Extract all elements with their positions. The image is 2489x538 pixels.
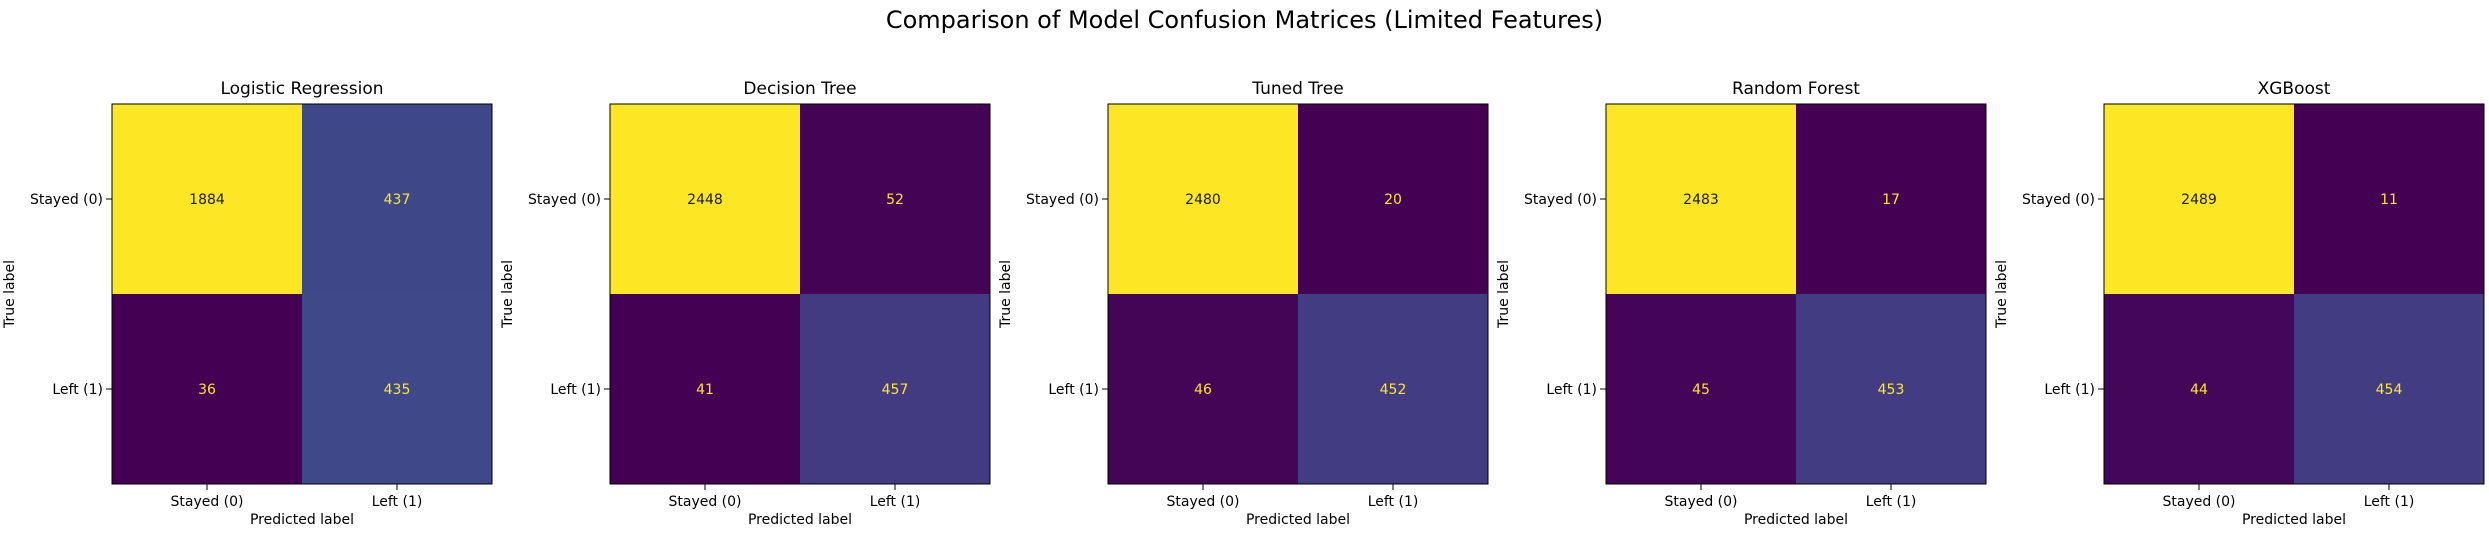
cell-value-label: 2483 bbox=[1683, 192, 1719, 208]
matrix-cell bbox=[610, 104, 800, 294]
cell-value-label: 452 bbox=[1380, 382, 1407, 398]
cell-value-label: 437 bbox=[384, 192, 411, 208]
y-tick-label: Stayed (0) bbox=[1026, 192, 1099, 208]
x-tick-label: Left (1) bbox=[1368, 494, 1419, 510]
matrix-cell bbox=[610, 294, 800, 484]
x-axis-label: Predicted label bbox=[250, 512, 354, 528]
cell-value-label: 1884 bbox=[189, 192, 225, 208]
matrix-cell bbox=[1606, 294, 1796, 484]
y-tick-label: Stayed (0) bbox=[528, 192, 601, 208]
x-axis-label: Predicted label bbox=[748, 512, 852, 528]
panel-title-xgboost: XGBoost bbox=[2258, 79, 2331, 99]
y-axis-label: True label bbox=[1496, 260, 1512, 329]
matrix-cell bbox=[1796, 104, 1986, 294]
x-tick-label: Stayed (0) bbox=[2162, 494, 2235, 510]
x-tick-label: Left (1) bbox=[1866, 494, 1917, 510]
matrix-cell bbox=[1108, 104, 1298, 294]
matrix-cell bbox=[800, 294, 990, 484]
cell-value-label: 52 bbox=[886, 192, 904, 208]
axes-frame bbox=[1107, 103, 1489, 485]
y-tick-label: Left (1) bbox=[1048, 382, 1099, 398]
x-tick-label: Left (1) bbox=[372, 494, 423, 510]
axes-frame bbox=[2103, 103, 2485, 485]
cell-value-label: 454 bbox=[2376, 382, 2403, 398]
cell-value-label: 36 bbox=[198, 382, 216, 398]
axes-frame bbox=[609, 103, 991, 485]
matrix-cell bbox=[1108, 294, 1298, 484]
cell-value-label: 45 bbox=[1692, 382, 1710, 398]
y-tick-label: Left (1) bbox=[550, 382, 601, 398]
y-tick-label: Left (1) bbox=[1546, 382, 1597, 398]
y-axis-label: True label bbox=[998, 260, 1014, 329]
cell-value-label: 2448 bbox=[687, 192, 723, 208]
panel-title-decision-tree: Decision Tree bbox=[743, 79, 856, 99]
x-tick-label: Stayed (0) bbox=[170, 494, 243, 510]
x-tick-label: Stayed (0) bbox=[1664, 494, 1737, 510]
cell-value-label: 11 bbox=[2380, 192, 2398, 208]
axes-frame bbox=[1605, 103, 1987, 485]
y-tick-label: Left (1) bbox=[52, 382, 103, 398]
cell-value-label: 2480 bbox=[1185, 192, 1221, 208]
panel-title-random-forest: Random Forest bbox=[1732, 79, 1860, 99]
y-tick-label: Stayed (0) bbox=[1524, 192, 1597, 208]
y-axis-label: True label bbox=[1994, 260, 2010, 329]
matrix-cell bbox=[2104, 104, 2294, 294]
y-axis-label: True label bbox=[500, 260, 516, 329]
cell-value-label: 41 bbox=[696, 382, 714, 398]
cell-value-label: 20 bbox=[1384, 192, 1402, 208]
y-tick-label: Left (1) bbox=[2044, 382, 2095, 398]
matrix-cell bbox=[2294, 104, 2484, 294]
matrix-cell bbox=[302, 294, 492, 484]
figure-title: Comparison of Model Confusion Matrices (… bbox=[885, 6, 1604, 34]
x-tick-label: Left (1) bbox=[870, 494, 921, 510]
matrix-cell bbox=[2294, 294, 2484, 484]
cell-value-label: 44 bbox=[2190, 382, 2208, 398]
matrix-cell bbox=[2104, 294, 2294, 484]
matrix-cell bbox=[1298, 294, 1488, 484]
matrix-cell bbox=[112, 294, 302, 484]
y-axis-label: True label bbox=[2, 260, 18, 329]
cell-value-label: 435 bbox=[384, 382, 411, 398]
x-tick-label: Left (1) bbox=[2364, 494, 2415, 510]
axes-frame bbox=[111, 103, 493, 485]
matrix-cell bbox=[302, 104, 492, 294]
cell-value-label: 2489 bbox=[2181, 192, 2217, 208]
x-axis-label: Predicted label bbox=[2242, 512, 2346, 528]
cell-value-label: 46 bbox=[1194, 382, 1212, 398]
cell-value-label: 17 bbox=[1882, 192, 1900, 208]
x-tick-label: Stayed (0) bbox=[668, 494, 741, 510]
panel-title-logistic-regression: Logistic Regression bbox=[220, 79, 383, 99]
matrix-cell bbox=[1606, 104, 1796, 294]
matrix-cell bbox=[1298, 104, 1488, 294]
x-axis-label: Predicted label bbox=[1246, 512, 1350, 528]
cell-value-label: 453 bbox=[1878, 382, 1905, 398]
x-axis-label: Predicted label bbox=[1744, 512, 1848, 528]
cell-value-label: 457 bbox=[882, 382, 909, 398]
panel-title-tuned-tree: Tuned Tree bbox=[1251, 79, 1343, 99]
y-tick-label: Stayed (0) bbox=[30, 192, 103, 208]
y-tick-label: Stayed (0) bbox=[2022, 192, 2095, 208]
x-tick-label: Stayed (0) bbox=[1166, 494, 1239, 510]
matrix-cell bbox=[1796, 294, 1986, 484]
matrix-cell bbox=[112, 104, 302, 294]
matrix-cell bbox=[800, 104, 990, 294]
